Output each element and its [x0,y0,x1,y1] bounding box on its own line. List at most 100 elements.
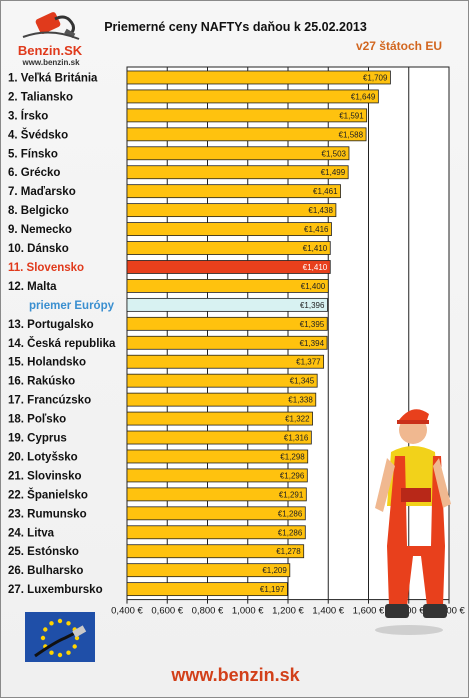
footer-url: www.benzin.sk [171,665,300,685]
category-label: priemer Európy [29,300,115,312]
category-label: 11. Slovensko [8,262,84,274]
bar [126,184,341,199]
bar [126,108,368,123]
category-label: 26. Bulharsko [8,565,83,577]
category-label: 21. Slovinsko [8,470,82,482]
category-label: 25. Estónsko [8,546,79,558]
category-label: 24. Litva [8,527,55,539]
bar-value-label: €1,395 [300,320,325,329]
bar-value-label: €1,377 [296,358,321,367]
bar-value-label: €1,588 [339,130,364,139]
bar [126,487,307,502]
bar [126,449,309,464]
eu-flag-image [25,612,95,662]
category-label: 16. Rakúsko [8,376,75,388]
bar-value-label: €1,410 [303,263,328,272]
x-tick-label: 1,000 € [232,606,264,617]
bar [126,544,305,559]
bar-value-label: €1,345 [290,377,315,386]
benzin-logo: Benzin.SK www.benzin.sk [15,9,95,67]
bar [126,241,331,255]
bar-value-label: €1,298 [280,452,305,461]
bar [126,506,306,521]
bar-value-label: €1,591 [339,111,364,120]
category-label: 9. Nemecko [8,224,72,236]
bar-value-label: €1,499 [321,168,346,177]
bar [126,70,391,85]
bar [126,260,331,274]
bar [126,203,337,218]
bar-value-label: €1,291 [279,490,304,499]
category-label: 12. Malta [8,281,57,293]
category-label: 13. Portugalsko [8,319,94,331]
bar-value-label: €1,461 [313,187,338,196]
x-tick-label: 2,000 € [433,606,465,617]
bar-value-label: €1,286 [278,509,303,518]
bar-value-label: €1,316 [284,434,309,443]
bar-value-label: €1,322 [285,415,310,424]
category-label: 17. Francúzsko [8,395,91,407]
category-label: 1. Veľká Británia [8,72,98,84]
bar-value-label: €1,410 [303,244,328,253]
category-label: 22. Španielsko [8,488,88,501]
fuel-nozzle-icon [22,12,80,40]
category-label: 5. Fínsko [8,148,58,160]
bar-value-label: €1,296 [280,471,305,480]
bar [126,316,328,331]
logo-url: www.benzin.sk [22,58,80,67]
category-label: 2. Taliansko [8,91,73,103]
bar [126,525,306,540]
category-label: 23. Rumunsko [8,508,87,520]
category-label: 3. Írsko [8,109,48,122]
x-tick-label: 0,800 € [192,606,224,617]
x-tick-label: 1,600 € [353,606,385,617]
bar [126,582,288,597]
category-label: 7. Maďarsko [8,186,76,198]
bar [126,146,350,161]
bar-value-label: €1,197 [260,585,285,594]
bar [126,468,308,483]
category-label: 18. Poľsko [8,414,66,426]
bar [126,354,325,369]
bar [126,89,379,104]
bar [126,335,328,350]
bar-value-label: €1,503 [322,149,347,158]
x-tick-label: 0,400 € [111,606,143,617]
category-label: 19. Cyprus [8,433,67,445]
category-label: 27. Luxembursko [8,584,103,596]
bar-value-label: €1,438 [308,206,333,215]
category-label: 6. Grécko [8,167,60,179]
bar [126,279,329,293]
bar [126,165,349,180]
category-label: 10. Dánsko [8,243,69,255]
category-label: 4. Švédsko [8,128,68,141]
bar-value-label: €1,416 [304,225,329,234]
bar-value-label: €1,209 [262,566,287,575]
bar-value-label: €1,278 [276,547,301,556]
bar [126,297,328,312]
bar [126,392,317,407]
x-tick-label: 0,600 € [151,606,183,617]
mascot-attendant-image [375,409,451,635]
category-label: 20. Lotyšsko [8,451,78,463]
bar [126,127,367,142]
bar-value-label: €1,709 [363,73,388,82]
chart-subtitle: v27 štátoch EU [355,39,442,53]
bar-value-label: €1,649 [351,92,376,101]
category-label: 8. Belgicko [8,205,69,217]
bar [126,563,291,578]
bar-value-label: €1,400 [301,282,326,291]
chart-title: Priemerné ceny NAFTYs daňou k 25.02.2013 [104,20,367,34]
bar-value-label: €1,394 [300,339,325,348]
bar [126,411,313,426]
bar-value-label: €1,396 [300,301,325,310]
bar-value-label: €1,286 [278,528,303,537]
x-tick-label: 1,200 € [272,606,304,617]
x-tick-label: 1,800 € [393,606,425,617]
bar [126,430,312,445]
bar [126,222,332,236]
logo-text: Benzin.SK [17,43,83,58]
bar-value-label: €1,338 [288,396,313,405]
bar [126,373,318,388]
